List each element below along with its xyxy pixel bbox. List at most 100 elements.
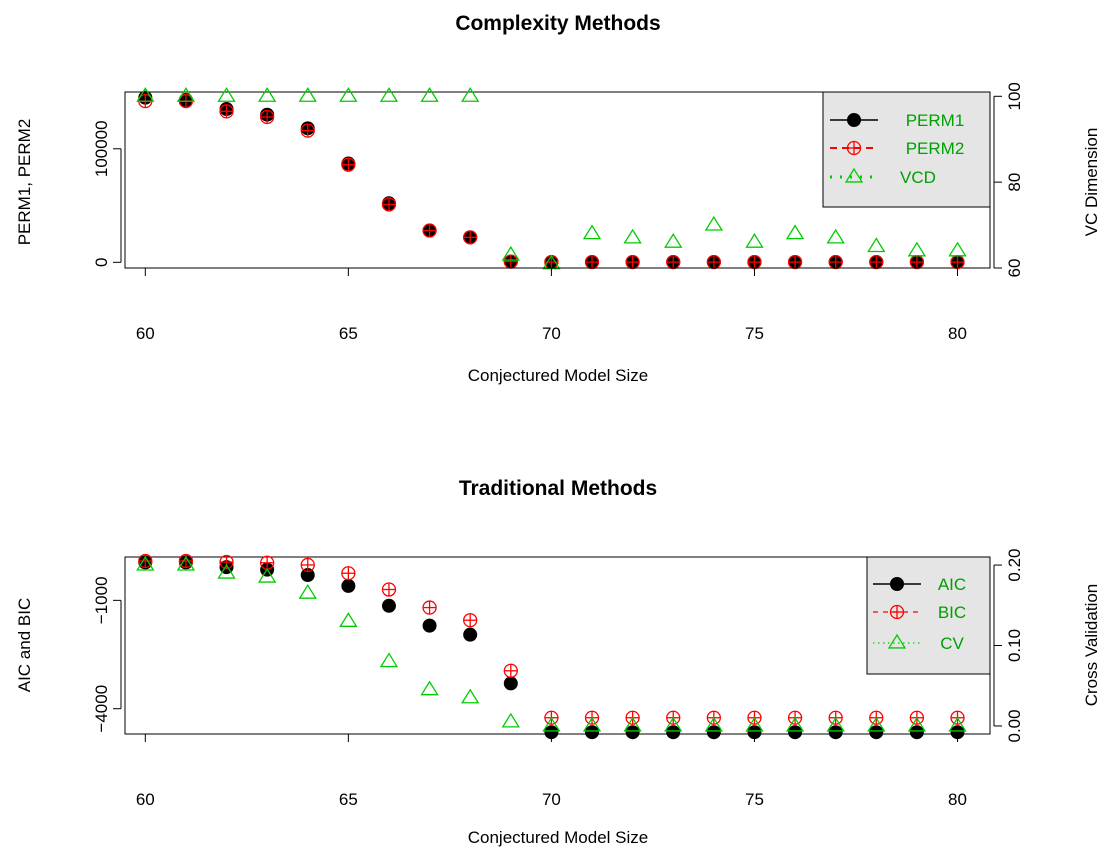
- data-point: [585, 725, 600, 740]
- data-point: [422, 618, 437, 633]
- data-point: [176, 87, 196, 102]
- data-point: [501, 712, 520, 728]
- x-tick-label: 70: [542, 790, 561, 809]
- data-point: [463, 627, 478, 642]
- data-point: [869, 725, 884, 740]
- data-point: [503, 254, 518, 269]
- x-tick-label: 60: [136, 324, 155, 343]
- legend-box: [822, 91, 991, 208]
- legend-label: AIC: [938, 575, 966, 594]
- data-point: [787, 254, 803, 270]
- data-point: [625, 254, 640, 270]
- data-point: [339, 87, 358, 102]
- data-point: [341, 578, 356, 593]
- data-point: [422, 223, 437, 238]
- series-aic: [138, 555, 965, 740]
- y-tick-label-right: 80: [1005, 173, 1024, 192]
- legend-marker: [847, 113, 861, 127]
- data-point: [706, 254, 721, 270]
- legend-entry-perm1: PERM1: [830, 111, 964, 130]
- y-axis-label-left: PERM1, PERM2: [15, 119, 34, 246]
- data-point: [503, 663, 518, 678]
- legend-marker-shape: [890, 577, 904, 591]
- data-point: [420, 680, 439, 696]
- data-point: [503, 676, 518, 691]
- data-point: [664, 716, 683, 732]
- data-point: [745, 233, 764, 248]
- data-point: [501, 245, 520, 261]
- legend-marker-shape: [847, 113, 861, 127]
- data-point: [379, 652, 399, 668]
- legend-entry-perm2: PERM2: [830, 139, 964, 158]
- x-tick-label: 75: [745, 324, 764, 343]
- x-axis-label: Conjectured Model Size: [468, 828, 648, 847]
- legend-marker-shape: [887, 633, 907, 649]
- data-point: [625, 725, 640, 740]
- data-point: [136, 555, 155, 571]
- data-point: [259, 109, 275, 125]
- data-point: [706, 725, 721, 740]
- data-point: [300, 123, 315, 138]
- data-point: [257, 87, 277, 102]
- legend-entry-cv: CV: [873, 633, 964, 653]
- data-point: [461, 688, 480, 704]
- data-point: [176, 555, 196, 571]
- data-point: [219, 554, 234, 570]
- data-point: [379, 87, 399, 102]
- y-tick-label-right: 100: [1005, 82, 1024, 110]
- data-point: [747, 254, 762, 270]
- legend-entry-bic: BIC: [873, 603, 966, 622]
- x-tick-label: 65: [339, 324, 358, 343]
- data-point: [826, 716, 845, 732]
- data-point: [623, 716, 642, 732]
- data-point: [826, 228, 845, 244]
- data-point: [664, 233, 683, 248]
- legend-label: VCD: [900, 168, 936, 187]
- legend-marker-shape: [846, 140, 862, 156]
- legend-marker-shape: [844, 167, 864, 183]
- data-point: [666, 725, 681, 740]
- data-point: [300, 557, 315, 573]
- legend-marker: [887, 633, 907, 649]
- legend-entry-aic: AIC: [873, 575, 966, 594]
- data-point: [623, 228, 642, 244]
- data-point: [341, 157, 356, 172]
- legend-label: PERM2: [906, 139, 965, 158]
- data-marks: [136, 87, 967, 270]
- data-point: [339, 612, 358, 627]
- y-tick-label-right: 0.10: [1005, 629, 1024, 662]
- data-point: [219, 104, 234, 119]
- series-vcd: [136, 87, 967, 270]
- y-tick-label-right: 0.00: [1005, 709, 1024, 742]
- series-perm2: [138, 93, 965, 270]
- data-marks: [136, 553, 967, 740]
- x-axis: 60 65 70 75 80: [136, 733, 967, 809]
- data-point: [420, 87, 439, 102]
- x-tick-label: 80: [948, 790, 967, 809]
- y-tick-label-right: 60: [1005, 259, 1024, 278]
- data-point: [785, 224, 805, 240]
- data-point: [907, 241, 927, 257]
- data-point: [867, 237, 886, 253]
- data-point: [542, 716, 561, 732]
- data-point: [948, 716, 967, 732]
- plot-frame: [124, 556, 991, 735]
- y-axis-left: 0 100000: [92, 120, 122, 267]
- data-point: [463, 230, 478, 245]
- data-point: [136, 87, 155, 102]
- chart-title: Complexity Methods: [455, 12, 660, 35]
- y-axis-right: 60 80 100: [993, 82, 1024, 278]
- x-tick-label: 75: [745, 790, 764, 809]
- data-point: [381, 598, 396, 613]
- data-point: [341, 566, 356, 581]
- data-point: [217, 87, 236, 102]
- data-point: [788, 725, 803, 740]
- data-point: [422, 600, 437, 615]
- y-tick-label: −1000: [92, 576, 111, 624]
- x-tick-label: 65: [339, 790, 358, 809]
- legend-marker: [889, 604, 905, 620]
- series-bic: [138, 553, 965, 725]
- data-point: [381, 582, 397, 597]
- data-point: [828, 254, 843, 270]
